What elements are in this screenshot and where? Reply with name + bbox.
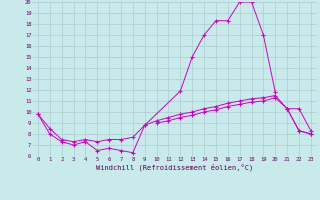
X-axis label: Windchill (Refroidissement éolien,°C): Windchill (Refroidissement éolien,°C): [96, 163, 253, 171]
